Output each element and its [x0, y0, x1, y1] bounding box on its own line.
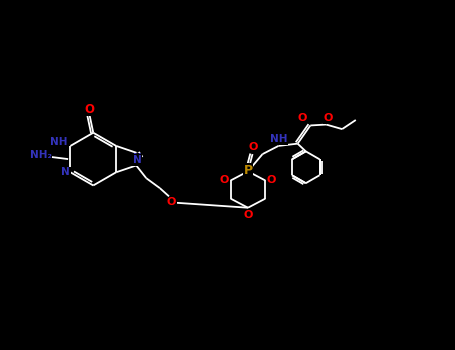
Text: NH₂: NH₂: [30, 150, 52, 160]
Text: N: N: [133, 153, 142, 163]
Text: O: O: [85, 103, 95, 116]
Text: P: P: [243, 164, 253, 177]
Text: NH: NH: [51, 137, 68, 147]
Text: O: O: [324, 113, 333, 123]
Text: N: N: [133, 155, 142, 165]
Text: O: O: [267, 175, 276, 184]
Text: O: O: [249, 142, 258, 152]
Text: N: N: [61, 167, 70, 177]
Text: O: O: [298, 113, 307, 123]
Text: O: O: [243, 210, 253, 220]
Text: O: O: [220, 175, 229, 184]
Text: NH: NH: [270, 134, 288, 144]
Text: O: O: [167, 197, 176, 207]
